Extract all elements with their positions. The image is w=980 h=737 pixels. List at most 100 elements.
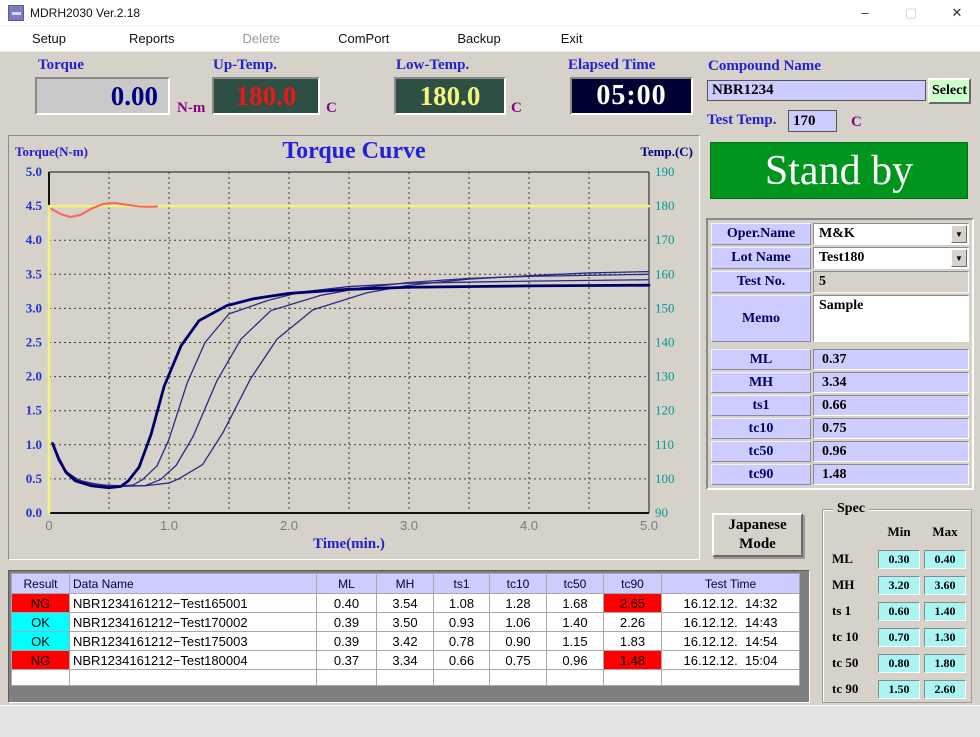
- table-row[interactable]: NGNBR1234161212−Test1650010.403.541.081.…: [12, 594, 800, 613]
- info-result-row: ts10.66: [711, 395, 969, 416]
- spec-max-input[interactable]: 3.60: [924, 576, 966, 595]
- tc50-cell: 1.68: [547, 594, 604, 613]
- chevron-down-icon[interactable]: ▼: [951, 249, 967, 267]
- menu-item-reports[interactable]: Reports: [119, 27, 185, 50]
- spec-max-input[interactable]: 2.60: [924, 680, 966, 699]
- lot-name-combo[interactable]: Test180 ▼: [813, 247, 969, 269]
- result-value-ts1: 0.66: [813, 395, 969, 416]
- info-result-row: MH3.34: [711, 372, 969, 393]
- svg-text:120: 120: [655, 403, 675, 418]
- empty-cell: [604, 670, 662, 686]
- oper-name-combo[interactable]: M&K ▼: [813, 223, 969, 245]
- tc90-cell: 2.26: [604, 613, 662, 632]
- spec-max-input[interactable]: 1.80: [924, 654, 966, 673]
- result-label-ml: ML: [711, 349, 811, 370]
- svg-text:3.0: 3.0: [26, 300, 42, 315]
- svg-text:170: 170: [655, 232, 675, 247]
- tc10-cell: 1.28: [490, 594, 547, 613]
- svg-text:0.0: 0.0: [26, 505, 42, 520]
- spec-label: ML: [832, 551, 853, 567]
- ts1-cell: 1.08: [434, 594, 490, 613]
- spec-label: ts 1: [832, 603, 851, 619]
- data-name-cell: NBR1234161212−Test165001: [70, 594, 317, 613]
- spec-min-header: Min: [878, 524, 920, 540]
- svg-text:3.5: 3.5: [26, 266, 43, 281]
- table-row[interactable]: OKNBR1234161212−Test1700020.393.500.931.…: [12, 613, 800, 632]
- svg-text:1.0: 1.0: [160, 518, 178, 533]
- empty-cell: [490, 670, 547, 686]
- low-temp-display: 180.0: [394, 77, 506, 115]
- results-header-ts1: ts1: [434, 574, 490, 594]
- results-header-data-name: Data Name: [70, 574, 317, 594]
- spec-max-input[interactable]: 0.40: [924, 550, 966, 569]
- menu-item-comport[interactable]: ComPort: [328, 27, 399, 50]
- info-panel: Oper.Name M&K ▼ Lot Name Test180 ▼ Test …: [706, 218, 974, 490]
- temp-axis-label: Temp.(C): [640, 144, 693, 160]
- results-header-result: Result: [12, 574, 70, 594]
- menu-item-delete[interactable]: Delete: [233, 27, 291, 50]
- result-cell: OK: [12, 613, 70, 632]
- torque-display: 0.00: [35, 77, 170, 115]
- chart-title: Torque Curve: [9, 138, 699, 165]
- info-result-row: tc100.75: [711, 418, 969, 439]
- menu-item-exit[interactable]: Exit: [551, 27, 593, 50]
- svg-text:0: 0: [45, 518, 52, 533]
- result-label-tc10: tc10: [711, 418, 811, 439]
- table-row[interactable]: OKNBR1234161212−Test1750030.393.420.780.…: [12, 632, 800, 651]
- oper-name-value: M&K: [819, 226, 855, 242]
- maximize-button[interactable]: ▢: [888, 0, 934, 26]
- results-panel: ResultData NameMLMHts1tc10tc50tc90Test T…: [8, 570, 810, 703]
- menu-item-backup[interactable]: Backup: [447, 27, 510, 50]
- chevron-down-icon[interactable]: ▼: [951, 225, 967, 243]
- svg-text:1.0: 1.0: [26, 437, 42, 452]
- spec-label: MH: [832, 577, 854, 593]
- torque-unit: N-m: [177, 100, 205, 117]
- svg-text:190: 190: [655, 164, 675, 179]
- spec-label: tc 90: [832, 681, 858, 697]
- tc90-cell: 2.65: [604, 594, 662, 613]
- oper-name-label: Oper.Name: [711, 223, 811, 245]
- table-row[interactable]: NGNBR1234161212−Test1800040.373.340.660.…: [12, 651, 800, 670]
- app-window: MDRH2030 Ver.2.18 – ▢ ✕ SetupReportsDele…: [0, 0, 980, 737]
- svg-text:130: 130: [655, 369, 675, 384]
- menu-bar: Setup Reports Delete ComPort Backup Exit: [0, 26, 980, 52]
- svg-text:4.5: 4.5: [26, 198, 43, 213]
- minimize-button[interactable]: –: [842, 0, 888, 26]
- spec-min-input[interactable]: 1.50: [878, 680, 920, 699]
- result-value-mh: 3.34: [813, 372, 969, 393]
- result-label-tc50: tc50: [711, 441, 811, 462]
- ml-cell: 0.37: [317, 651, 377, 670]
- close-button[interactable]: ✕: [934, 0, 980, 26]
- svg-text:160: 160: [655, 266, 675, 281]
- empty-cell: [70, 670, 317, 686]
- compound-name-input[interactable]: NBR1234: [707, 80, 926, 101]
- spec-max-header: Max: [924, 524, 966, 540]
- spec-min-input[interactable]: 0.30: [878, 550, 920, 569]
- spec-min-input[interactable]: 0.60: [878, 602, 920, 621]
- svg-text:180: 180: [655, 198, 675, 213]
- select-button[interactable]: Select: [928, 78, 971, 104]
- svg-text:2.5: 2.5: [26, 335, 43, 350]
- results-header-tc50: tc50: [547, 574, 604, 594]
- status-banner: Stand by: [710, 142, 968, 199]
- menu-item-setup[interactable]: Setup: [22, 27, 76, 50]
- spec-min-input[interactable]: 3.20: [878, 576, 920, 595]
- memo-label: Memo: [711, 295, 811, 342]
- tc90-cell: 1.83: [604, 632, 662, 651]
- ml-cell: 0.39: [317, 613, 377, 632]
- memo-input[interactable]: Sample: [813, 295, 969, 342]
- series-Test180004: [53, 285, 649, 488]
- spec-max-input[interactable]: 1.30: [924, 628, 966, 647]
- spec-max-input[interactable]: 1.40: [924, 602, 966, 621]
- spec-min-input[interactable]: 0.80: [878, 654, 920, 673]
- spec-min-input[interactable]: 0.70: [878, 628, 920, 647]
- bottom-strip: [0, 705, 980, 737]
- svg-text:0.5: 0.5: [26, 471, 43, 486]
- table-row-empty[interactable]: [12, 670, 800, 686]
- svg-text:2.0: 2.0: [280, 518, 298, 533]
- test-temp-input[interactable]: 170: [788, 110, 837, 132]
- torque-plot: 5.04.54.03.53.02.52.01.51.00.50.01901801…: [9, 136, 697, 557]
- japanese-mode-button[interactable]: Japanese Mode: [712, 513, 803, 557]
- empty-cell: [317, 670, 377, 686]
- result-value-tc90: 1.48: [813, 464, 969, 485]
